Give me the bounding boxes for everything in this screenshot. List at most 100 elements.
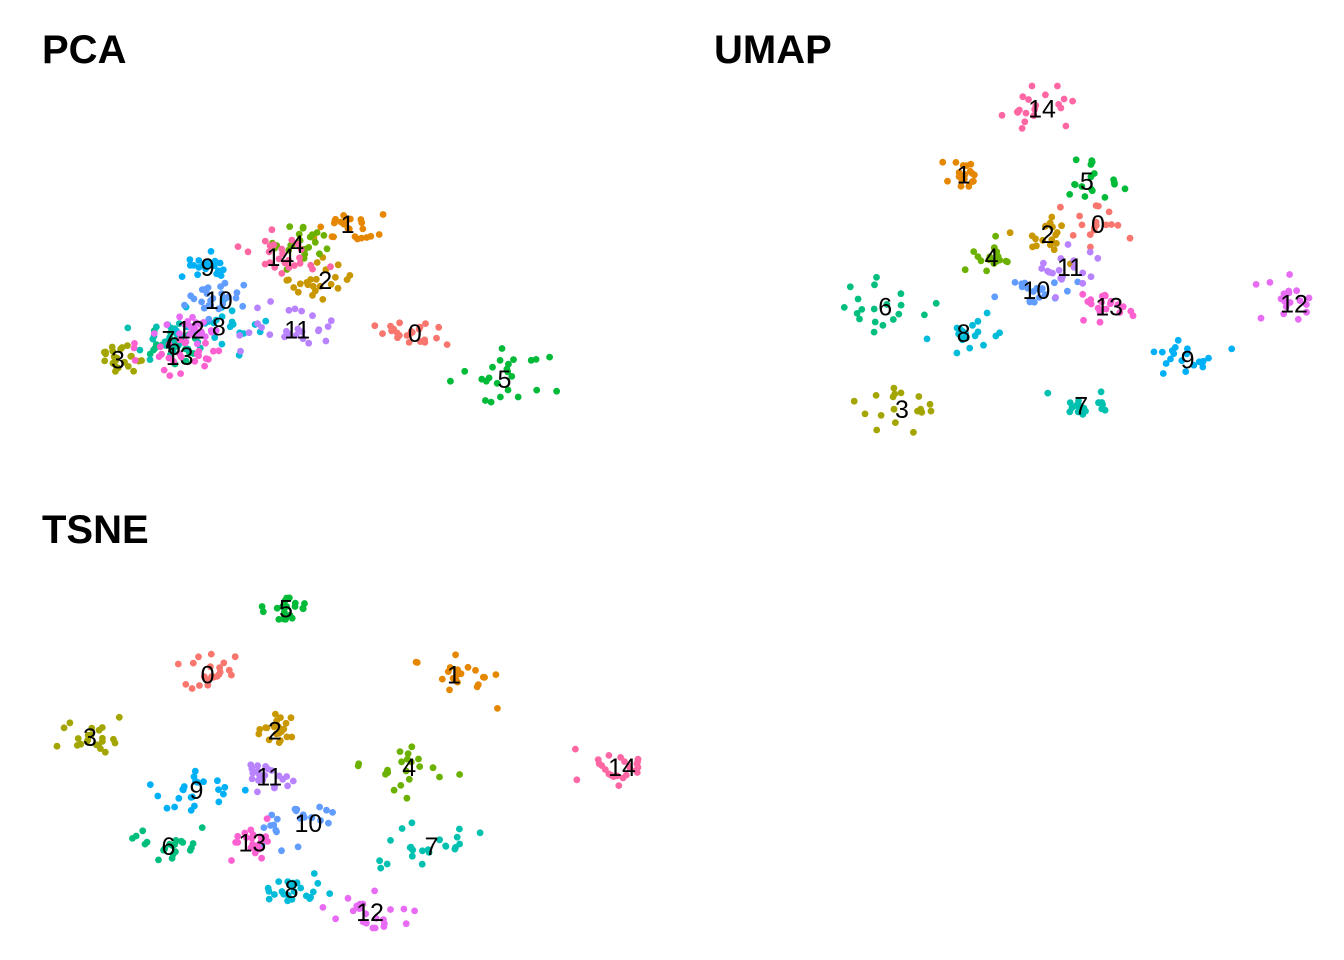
pca-cluster-7-point [166, 334, 173, 341]
tsne-panel: TSNE 0 1 2 3 4 5 6 7 8 9 10 11 12 13 14 [42, 508, 642, 932]
pca-cluster-0-point [415, 325, 423, 333]
tsne-cluster-6-point [155, 856, 162, 864]
tsne-cluster-5-point [286, 611, 294, 619]
umap-cluster-9-point [1205, 354, 1212, 362]
tsne-cluster-11-point [249, 769, 257, 777]
umap-cluster-9-point [1158, 348, 1166, 356]
tsne-cluster-11-point [289, 777, 297, 785]
pca-cluster-13-point [215, 347, 223, 355]
tsne-cluster-0-point [200, 673, 208, 681]
pca-cluster-7-point [153, 323, 160, 331]
umap-cluster-9-point [1190, 361, 1198, 369]
tsne-cluster-8-point [326, 890, 334, 897]
tsne-cluster-9-point [171, 803, 179, 811]
pca-cluster-13-point [177, 370, 185, 377]
pca-cluster-11-point [294, 325, 302, 333]
pca-cluster-2-point [309, 291, 316, 299]
tsne-cluster-10-point [329, 809, 336, 816]
pca-cluster-14-point [296, 254, 303, 262]
pca-cluster-4-point [299, 223, 307, 231]
tsne-cluster-3-point [66, 719, 74, 727]
umap-cluster-11-point [1070, 257, 1078, 265]
pca-cluster-14-point [288, 236, 296, 244]
pca-cluster-9-point [210, 262, 218, 270]
pca-cluster-label: 14 [266, 244, 294, 272]
umap-cluster-14-point [1042, 91, 1049, 99]
umap-cluster-3-point [890, 405, 898, 413]
umap-cluster-8-point [974, 317, 982, 325]
pca-cluster-14-point [265, 248, 273, 256]
umap-panel: UMAP 0 1 2 3 4 5 6 7 8 9 10 11 12 13 14 [714, 30, 1314, 450]
pca-cluster-2-point [312, 275, 320, 283]
pca-cluster-10-point [218, 290, 226, 297]
tsne-title: TSNE [42, 508, 149, 552]
pca-cluster-label: 10 [205, 287, 233, 315]
umap-cluster-8-point [983, 309, 991, 317]
umap-cluster-5-point [1078, 183, 1086, 190]
tsne-cluster-5-point [280, 608, 288, 616]
umap-cluster-label: 2 [1041, 221, 1055, 249]
umap-cluster-7-point [1097, 388, 1105, 396]
umap-cluster-14-point [1031, 105, 1039, 113]
umap-cluster-0-point [1078, 221, 1086, 229]
tsne-cluster-8-point [288, 882, 296, 890]
tsne-cluster-3-point [101, 748, 109, 756]
umap-cluster-10-point [1036, 286, 1044, 294]
umap-cluster-label: 10 [1022, 277, 1050, 305]
umap-cluster-6-point [932, 299, 940, 307]
umap-cluster-6-point [889, 316, 897, 323]
umap-cluster-13-point [1107, 297, 1115, 305]
umap-cluster-6-point [897, 301, 905, 309]
pca-cluster-1-point [328, 233, 336, 241]
tsne-cluster-5-point [275, 616, 283, 623]
pca-cluster-1-point [347, 215, 354, 223]
pca-cluster-14-point [234, 243, 242, 251]
tsne-cluster-10-point [296, 815, 304, 822]
umap-cluster-14-point [1054, 82, 1061, 90]
umap-cluster-2-point [1039, 236, 1047, 244]
umap-cluster-11-point [1058, 275, 1066, 283]
umap-cluster-11-point [1052, 294, 1059, 301]
pca-cluster-1-point [330, 219, 338, 227]
pca-cluster-6-point [182, 357, 190, 365]
tsne-cluster-4-point [407, 758, 415, 766]
umap-cluster-14-point [1062, 122, 1070, 130]
tsne-cluster-8-point [290, 888, 298, 895]
tsne-cluster-12-point [349, 907, 357, 915]
pca-cluster-label: 6 [167, 333, 181, 361]
tsne-cluster-4-point [354, 762, 362, 770]
tsne-cluster-4-point [398, 758, 405, 766]
tsne-cluster-14-point [598, 762, 606, 769]
umap-cluster-4-point [1004, 258, 1011, 266]
pca-cluster-13-point [170, 358, 178, 365]
tsne-cluster-12-point [402, 920, 410, 928]
pca-cluster-12-point [176, 330, 183, 337]
umap-cluster-7-point [1098, 399, 1106, 406]
tsne-cluster-5-point [291, 599, 299, 607]
pca-cluster-11-point [236, 332, 244, 339]
umap-cluster-6-point [879, 321, 887, 329]
pca-cluster-0-point [422, 320, 429, 327]
tsne-cluster-11-point [275, 772, 283, 780]
tsne-cluster-13-point [241, 829, 249, 837]
umap-cluster-0-point [1092, 218, 1100, 226]
tsne-cluster-11-point [247, 761, 255, 769]
pca-cluster-10-point [239, 302, 247, 310]
pca-cluster-2-point [296, 280, 304, 288]
tsne-cluster-11-point [268, 767, 275, 774]
umap-cluster-label: 11 [1057, 254, 1083, 282]
tsne-cluster-8-point [306, 895, 314, 902]
tsne-cluster-12-point [400, 905, 408, 913]
pca-cluster-1-point [379, 211, 387, 218]
tsne-cluster-12-point [344, 894, 352, 902]
tsne-cluster-0-point [174, 660, 182, 668]
umap-cluster-8-point [974, 328, 982, 336]
umap-cluster-12-point [1294, 315, 1302, 323]
umap-cluster-12-point [1252, 281, 1260, 288]
pca-cluster-4-point [306, 233, 314, 241]
pca-cluster-13-point [176, 350, 183, 358]
tsne-cluster-2-point [282, 719, 290, 727]
umap-cluster-label: 14 [1028, 96, 1056, 124]
tsne-cluster-14-point [633, 769, 641, 776]
